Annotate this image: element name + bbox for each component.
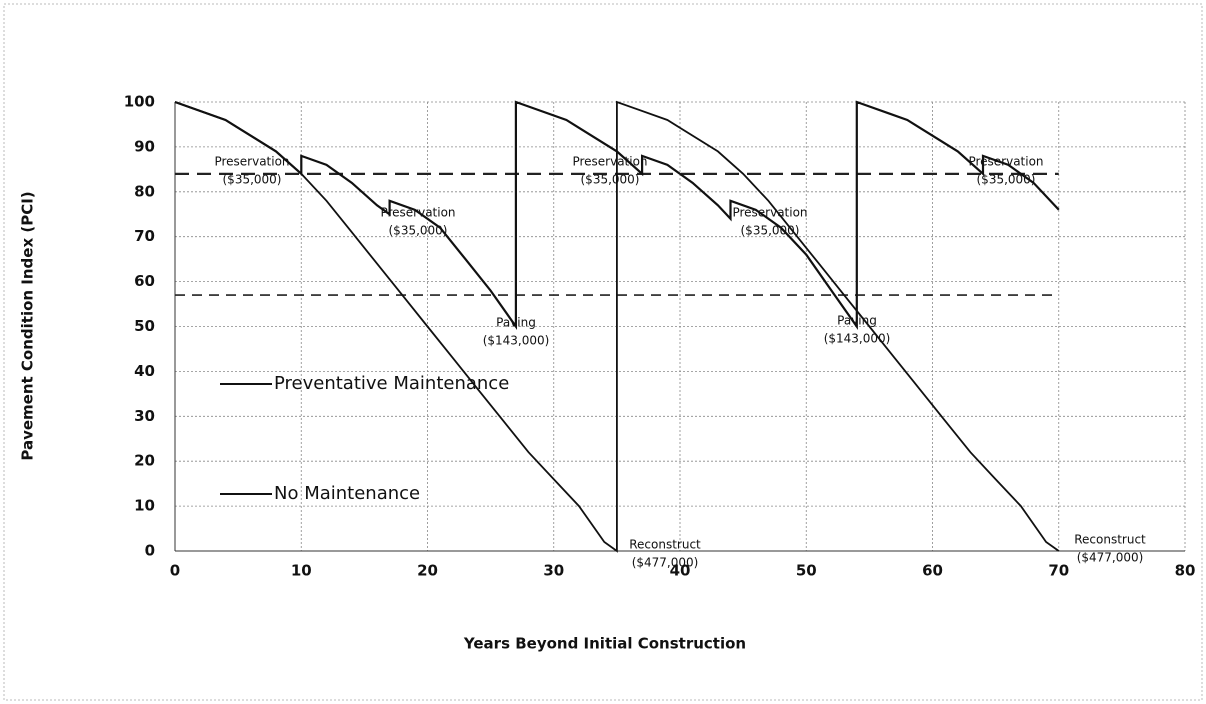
y-tick-label: 40 bbox=[134, 362, 155, 380]
x-tick-label: 80 bbox=[1175, 562, 1196, 580]
annotation: Paving bbox=[837, 314, 877, 328]
y-tick-label: 10 bbox=[134, 497, 155, 515]
y-tick-label: 0 bbox=[145, 542, 155, 560]
x-tick-label: 30 bbox=[543, 562, 564, 580]
annotation: Preservation bbox=[732, 206, 807, 220]
x-tick-label: 10 bbox=[291, 562, 312, 580]
legend-label: Preventative Maintenance bbox=[274, 373, 509, 394]
annotation: ($477,000) bbox=[1077, 551, 1144, 565]
annotation: Preservation bbox=[572, 155, 647, 169]
x-tick-label: 60 bbox=[922, 562, 943, 580]
x-tick-label: 40 bbox=[670, 562, 691, 580]
y-tick-label: 80 bbox=[134, 182, 155, 200]
annotation: ($35,000) bbox=[977, 173, 1036, 187]
x-tick-label: 20 bbox=[417, 562, 438, 580]
annotation: ($143,000) bbox=[824, 332, 891, 346]
y-tick-label: 50 bbox=[134, 317, 155, 335]
annotation: Preservation bbox=[214, 155, 289, 169]
x-tick-label: 0 bbox=[170, 562, 180, 580]
legend-label: No Maintenance bbox=[274, 483, 420, 504]
series-line bbox=[174, 100, 1060, 553]
x-tick-label: 70 bbox=[1048, 562, 1069, 580]
annotation: Reconstruct bbox=[629, 538, 701, 552]
series-line bbox=[174, 100, 1060, 330]
annotation: ($477,000) bbox=[632, 556, 699, 570]
y-tick-label: 90 bbox=[134, 137, 155, 155]
y-tick-label: 70 bbox=[134, 227, 155, 245]
annotation: ($143,000) bbox=[483, 334, 550, 348]
frame bbox=[3, 3, 1203, 701]
annotation: ($35,000) bbox=[389, 224, 448, 238]
x-tick-label: 50 bbox=[796, 562, 817, 580]
y-tick-label: 20 bbox=[134, 452, 155, 470]
x-axis-label: Years Beyond Initial Construction bbox=[463, 635, 746, 653]
annotation: ($35,000) bbox=[581, 173, 640, 187]
annotation: Paving bbox=[496, 316, 536, 330]
annotation: Preservation bbox=[968, 155, 1043, 169]
annotation: ($35,000) bbox=[741, 224, 800, 238]
annotation: Preservation bbox=[380, 206, 455, 220]
annotation: ($35,000) bbox=[223, 173, 282, 187]
y-tick-label: 100 bbox=[124, 93, 155, 111]
y-axis-label: Pavement Condition Index (PCI) bbox=[19, 191, 37, 460]
y-tick-label: 60 bbox=[134, 272, 155, 290]
y-tick-label: 30 bbox=[134, 407, 155, 425]
annotation: Reconstruct bbox=[1074, 533, 1146, 547]
